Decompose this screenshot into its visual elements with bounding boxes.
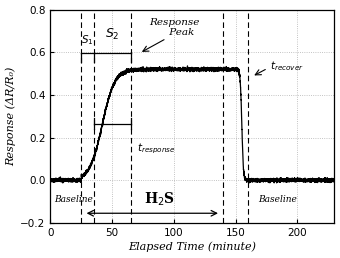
Text: Response
     Peak: Response Peak xyxy=(149,18,199,37)
Text: Baseline: Baseline xyxy=(258,195,297,204)
Text: Baseline: Baseline xyxy=(54,195,93,204)
Text: $S_2$: $S_2$ xyxy=(105,27,119,42)
X-axis label: Elapsed Time (minute): Elapsed Time (minute) xyxy=(129,242,256,252)
Text: $S_1$: $S_1$ xyxy=(81,33,94,47)
Text: $t_{recover}$: $t_{recover}$ xyxy=(270,59,304,73)
Y-axis label: Response (ΔR/R₀): Response (ΔR/R₀) xyxy=(5,67,16,166)
Text: $t_{response}$: $t_{response}$ xyxy=(137,142,176,156)
Text: H$_2$S: H$_2$S xyxy=(143,191,174,208)
